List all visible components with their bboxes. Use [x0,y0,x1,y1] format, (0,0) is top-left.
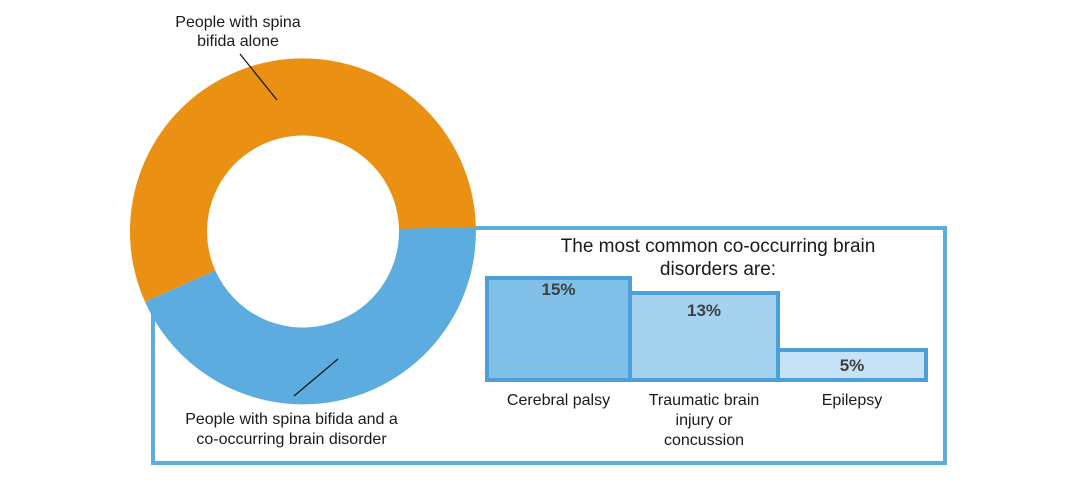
bar-label-traumatic-brain-injury: Traumatic brain injury or concussion [648,392,760,449]
bar-label-cerebral-palsy: Cerebral palsy [506,392,611,409]
bar-label-epilepsy: Epilepsy [821,392,883,409]
bar-value-cerebral-palsy: 15% [541,280,576,299]
bar-cerebral-palsy: 15% [485,276,632,382]
bar-value-traumatic-brain-injury: 13% [686,301,722,320]
bar-value-epilepsy: 5% [839,356,865,375]
panel-title: The most common co-occurring brain disor… [560,236,876,280]
donut-hole [206,135,400,328]
label-cooccurring-brain-disorder: People with spina bifida and a co-occurr… [185,411,398,448]
bar-traumatic-brain-injury: 13% [628,291,780,382]
donut-segment-cooccurring [145,227,476,405]
bar-epilepsy: 5% [776,348,928,382]
leader-line-bottom [293,358,339,397]
donut-segment-alone [129,58,476,302]
label-spina-bifida-alone: People with spina bifida alone [175,14,301,50]
leader-line-top [239,53,278,101]
